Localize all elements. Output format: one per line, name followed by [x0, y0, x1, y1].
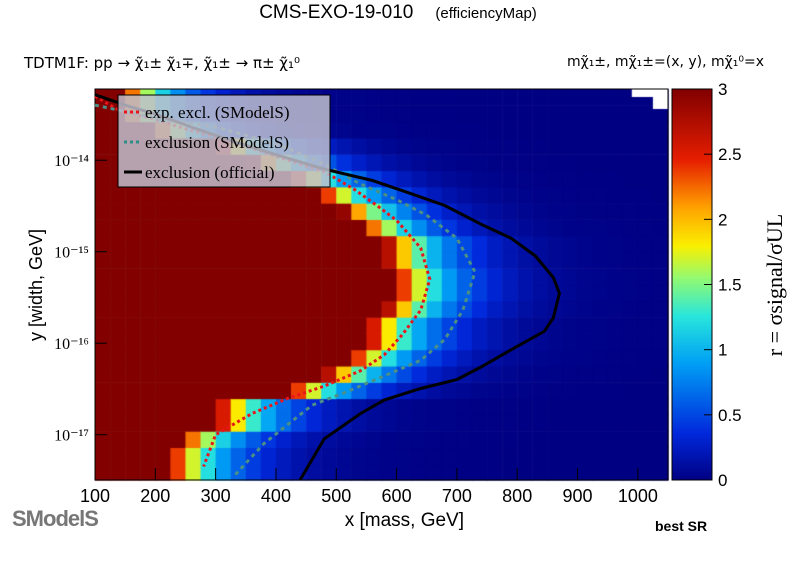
plot-frame [94, 88, 669, 481]
z-tick-label: 0.5 [718, 406, 742, 425]
x-tick-label: 900 [563, 486, 593, 506]
mass-relation-label: mχ̃₁±, mχ̃₁±=(x, y), mχ̃₁⁰=x [566, 54, 764, 70]
best-sr-label: best SR [655, 518, 708, 534]
smodels-logo: SModelS [12, 506, 99, 531]
x-tick-label: 300 [201, 486, 231, 506]
x-tick-label: 400 [261, 486, 291, 506]
z-tick-label: 2 [718, 210, 727, 229]
x-tick-label: 800 [502, 486, 532, 506]
y-tick-label: 10⁻¹⁶ [54, 336, 89, 353]
x-tick-label: 600 [382, 486, 412, 506]
y-tick-label: 10⁻¹⁵ [54, 245, 89, 262]
x-tick-label: 100 [80, 486, 110, 506]
x-axis-label: x [mass, GeV] [345, 510, 464, 531]
y-tick-label: 10⁻¹⁷ [54, 428, 89, 445]
z-tick-label: 1.5 [718, 276, 742, 295]
x-tick-label: 500 [321, 486, 351, 506]
y-tick-label: 10⁻¹⁴ [54, 153, 89, 170]
legend-label: exclusion (official) [145, 163, 275, 182]
chart-subtitle: (efficiencyMap) [435, 5, 537, 22]
x-tick-label: 700 [442, 486, 472, 506]
title-text: CMS-EXO-19-010 [259, 2, 414, 23]
x-tick-label: 200 [140, 486, 170, 506]
chart-title: CMS-EXO-19-010 (efficiencyMap) [0, 2, 796, 24]
process-label: TDTM1F: pp → χ̃₁± χ̃₁∓, χ̃₁± → π± χ̃₁⁰ [24, 54, 300, 72]
z-axis-label: r = σsignal/σUL [762, 214, 787, 356]
legend-label: exclusion (SModelS) [145, 133, 289, 152]
z-tick-label: 0 [718, 471, 727, 490]
legend-label: exp. excl. (SModelS) [145, 103, 289, 122]
x-tick-label: 1000 [618, 486, 658, 506]
y-axis-label: y [width, GeV] [26, 229, 46, 341]
z-tick-label: 3 [718, 80, 727, 99]
z-tick-label: 1 [718, 341, 727, 360]
legend-box [117, 94, 331, 188]
z-tick-label: 2.5 [718, 145, 742, 164]
